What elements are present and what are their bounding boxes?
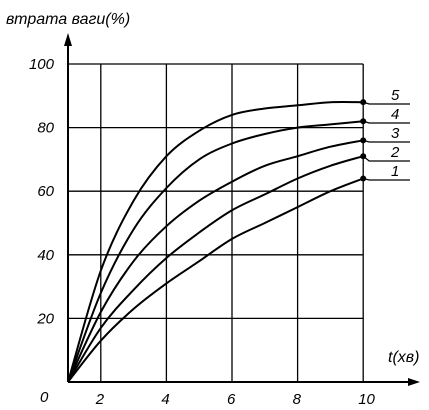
y-axis-arrow bbox=[64, 33, 72, 46]
series-line-1 bbox=[67, 177, 364, 383]
y-tick-label-40: 40 bbox=[37, 247, 54, 264]
series-line-4 bbox=[67, 120, 364, 383]
tick-labels: 2 4 6 8 10 20 40 60 80 100 bbox=[29, 56, 376, 408]
leader-line-5 bbox=[363, 101, 410, 105]
y-axis-title: втрата ваги(%) bbox=[6, 11, 130, 28]
x-tick-label-8: 8 bbox=[293, 391, 302, 408]
x-tick-label-2: 2 bbox=[95, 391, 105, 408]
y-tick-label-100: 100 bbox=[29, 56, 55, 73]
x-tick-label-4: 4 bbox=[161, 391, 169, 408]
series-line-2 bbox=[67, 155, 364, 383]
series-label-1: 1 bbox=[391, 163, 399, 180]
series-end-marker-2 bbox=[360, 153, 367, 160]
x-tick-label-10: 10 bbox=[358, 391, 375, 408]
series-line-5 bbox=[67, 100, 364, 383]
y-tick-label-20: 20 bbox=[36, 310, 54, 327]
x-tick-label-6: 6 bbox=[227, 391, 236, 408]
labels: втрата ваги(%) t(хв) 0 bbox=[6, 11, 419, 406]
series-end-marker-5 bbox=[360, 99, 367, 106]
leader-line-2 bbox=[362, 155, 410, 162]
x-axis-title: t(хв) bbox=[388, 349, 419, 366]
series-layer: 1 2 3 4 5 bbox=[67, 87, 410, 383]
series-end-marker-1 bbox=[360, 175, 367, 182]
series-end-marker-3 bbox=[360, 137, 367, 144]
y-tick-label-80: 80 bbox=[37, 120, 54, 137]
leader-line-1 bbox=[363, 177, 410, 181]
leader-line-3 bbox=[363, 139, 410, 143]
x-axis-arrow bbox=[408, 378, 420, 386]
grid bbox=[68, 63, 364, 382]
origin-label: 0 bbox=[40, 389, 49, 406]
y-tick-label-60: 60 bbox=[37, 183, 54, 200]
series-end-marker-4 bbox=[360, 118, 367, 125]
series-label-3: 3 bbox=[391, 125, 400, 142]
leader-line-4 bbox=[363, 120, 410, 124]
series-label-4: 4 bbox=[391, 106, 399, 123]
series-line-3 bbox=[67, 139, 364, 383]
series-label-2: 2 bbox=[390, 144, 400, 161]
series-label-5: 5 bbox=[391, 87, 400, 104]
axes bbox=[64, 33, 420, 386]
